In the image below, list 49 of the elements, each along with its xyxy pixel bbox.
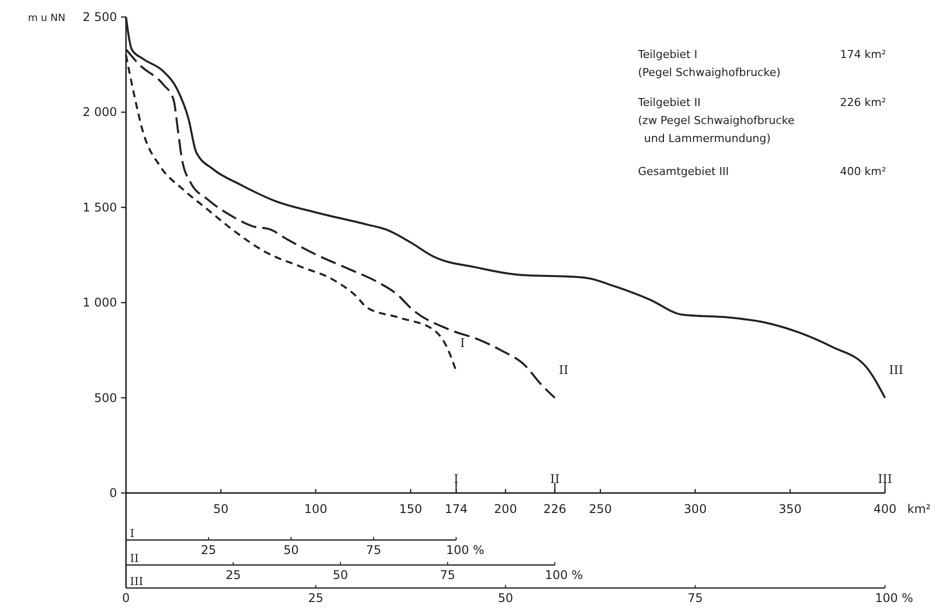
y-axis-title: m u NN <box>28 13 66 24</box>
x2-tick-label: 25 <box>200 543 216 557</box>
x-tick-label: 50 <box>213 502 229 516</box>
annotation: 400 km² <box>840 165 886 178</box>
y-tick-label: 2 000 <box>82 105 117 120</box>
annotation: I <box>454 472 459 486</box>
x-tick-label: 174 <box>444 502 468 516</box>
x-tick-label: 300 <box>684 502 707 516</box>
x-tick-label: 250 <box>588 502 612 516</box>
annotation: (Pegel Schwaighofbrucke) <box>638 66 781 79</box>
annotation: Gesamtgebiet III <box>638 165 729 178</box>
text: 50 <box>498 591 514 605</box>
x-tick-label: 100 <box>304 502 328 516</box>
x-axis-title: km² <box>907 502 931 516</box>
annotation: (zw Pegel Schwaighofbrucke <box>638 114 795 127</box>
x-tick-label: 400 <box>874 502 896 516</box>
text: 25 <box>226 568 241 582</box>
annotation: Teilgebiet II <box>637 96 701 109</box>
text: III <box>130 575 144 588</box>
annotation: 226 km² <box>840 96 886 109</box>
x-tick-label: 350 <box>778 502 802 516</box>
annotation: 174 km² <box>840 48 886 61</box>
series-label: III <box>889 362 904 377</box>
x-tick-label: 150 <box>399 502 422 516</box>
annotation: II <box>550 472 560 486</box>
text: 75 <box>688 591 703 605</box>
x2-tick-label: 50 <box>283 543 299 557</box>
text: 25 <box>308 591 324 605</box>
annotation: III <box>878 472 892 486</box>
series-label: I <box>460 336 466 350</box>
x-tick-label: 226 <box>543 502 566 516</box>
x2-tick-label: 75 <box>366 543 382 557</box>
x-tick-label: 200 <box>494 502 517 516</box>
y-tick-label: 500 <box>94 390 117 405</box>
x2-axis-title: I <box>130 527 134 540</box>
y-tick-label: 2 500 <box>82 10 117 24</box>
annotation: Teilgebiet I <box>637 48 698 61</box>
text: II <box>130 552 139 565</box>
y-tick-label: 1 500 <box>82 200 117 214</box>
text: 100 % <box>544 568 583 582</box>
y-tick-label: 0 <box>109 486 117 500</box>
text: 100 % <box>875 591 914 605</box>
text: 0 <box>122 591 130 605</box>
series-label: II <box>558 362 569 377</box>
annotation: und Lammermundung) <box>644 132 771 145</box>
y-tick-label: 1 000 <box>82 296 117 310</box>
x2-tick-label: 100 % <box>446 543 484 557</box>
text: 50 <box>332 568 348 582</box>
text: 75 <box>440 568 456 582</box>
